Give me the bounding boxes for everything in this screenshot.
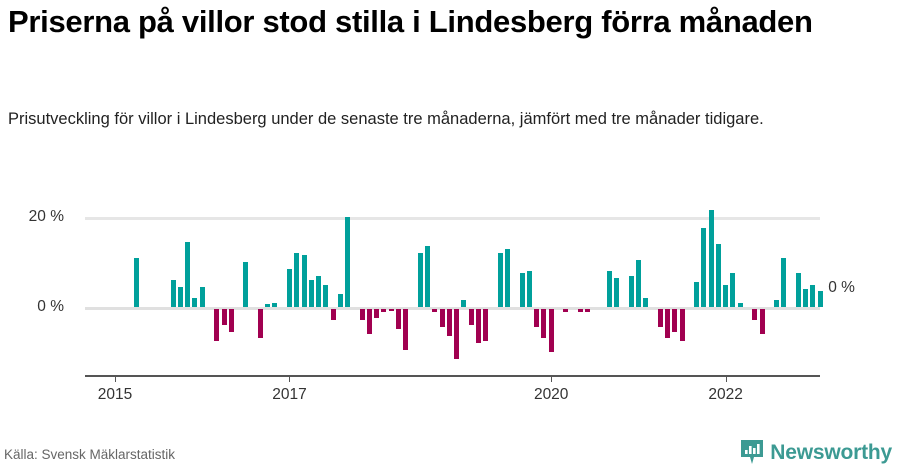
bar xyxy=(381,309,387,313)
x-axis-tick-label: 2017 xyxy=(272,386,307,403)
bar xyxy=(454,309,460,359)
bar xyxy=(192,298,198,307)
bar xyxy=(286,268,292,307)
y-axis-label-0: 0 % xyxy=(37,298,64,315)
bar xyxy=(606,271,612,307)
bar xyxy=(563,309,569,313)
logo-wordmark: Newsworthy xyxy=(770,441,892,464)
bar xyxy=(541,309,547,339)
bar xyxy=(643,298,649,307)
bar xyxy=(759,309,765,334)
bar xyxy=(316,275,322,307)
bar-chart: 20 % 0 % 0 % 2015 2017 2020 2022 xyxy=(0,190,900,403)
bar xyxy=(374,309,380,318)
bar xyxy=(614,277,620,307)
x-axis-tick xyxy=(551,375,553,382)
bar xyxy=(752,309,758,321)
bar xyxy=(585,309,591,313)
bar xyxy=(417,253,423,307)
bar xyxy=(817,291,823,307)
end-value-label: 0 % xyxy=(828,279,855,296)
bar xyxy=(359,309,365,321)
bar xyxy=(446,309,452,336)
bar xyxy=(730,273,736,307)
x-axis-tick-label: 2020 xyxy=(533,386,569,403)
bar xyxy=(657,309,663,327)
bar xyxy=(366,309,372,334)
bar xyxy=(170,280,176,307)
page-subtitle: Prisutveckling för villor i Lindesberg u… xyxy=(8,110,764,128)
bar xyxy=(461,300,467,307)
bar xyxy=(635,259,641,307)
bar xyxy=(134,257,140,307)
bar xyxy=(228,309,234,332)
bar xyxy=(396,309,402,330)
bar xyxy=(628,275,634,307)
bar xyxy=(701,228,707,307)
newsworthy-logo[interactable]: Newsworthy xyxy=(741,440,892,466)
bar xyxy=(221,309,227,325)
bar xyxy=(323,284,329,307)
bar xyxy=(723,284,729,307)
bar xyxy=(257,309,263,339)
x-axis-tick-label: 2015 xyxy=(97,386,133,403)
bar xyxy=(185,241,191,307)
x-axis-tick xyxy=(115,375,116,382)
x-axis-tick xyxy=(289,375,291,382)
bar xyxy=(534,309,540,327)
bar xyxy=(330,309,336,321)
gridline-zero xyxy=(85,307,820,310)
bar xyxy=(403,309,409,350)
bar xyxy=(679,309,685,341)
bar xyxy=(665,309,671,339)
source-note: Källa: Svensk Mäklarstatistik xyxy=(4,447,176,462)
x-axis-tick xyxy=(725,375,727,382)
bar xyxy=(795,273,801,307)
bar xyxy=(272,303,278,307)
x-axis-line xyxy=(85,375,820,377)
bar xyxy=(577,309,583,313)
bar-chart-badge-icon xyxy=(741,440,764,466)
bar xyxy=(177,286,183,307)
bar xyxy=(468,309,474,325)
bar xyxy=(548,309,554,352)
bar xyxy=(672,309,678,332)
bar xyxy=(781,257,787,307)
bar xyxy=(803,289,809,307)
bar xyxy=(476,309,481,343)
bar xyxy=(294,253,300,307)
bar xyxy=(265,304,271,307)
bar xyxy=(715,244,721,307)
bar xyxy=(388,309,394,311)
y-axis-label-20: 20 % xyxy=(28,208,64,225)
bar xyxy=(432,309,438,312)
bar xyxy=(497,253,503,307)
gridline-20 xyxy=(85,217,820,220)
bar xyxy=(694,282,700,307)
bar xyxy=(308,280,314,307)
page-title: Priserna på villor stod stilla i Lindesb… xyxy=(8,4,813,39)
bar xyxy=(243,262,249,307)
plot-area: 20 % 0 % 0 % 2015 2017 2020 2022 xyxy=(0,190,900,403)
bar xyxy=(737,302,743,307)
bar xyxy=(505,248,511,307)
bar xyxy=(301,255,307,307)
bar xyxy=(519,273,525,307)
bar xyxy=(214,309,220,341)
bar-series xyxy=(0,190,900,400)
bar xyxy=(425,246,431,307)
bar xyxy=(199,286,205,307)
bar xyxy=(774,300,780,307)
bar xyxy=(439,309,445,327)
x-axis-tick-label: 2022 xyxy=(708,386,743,403)
bar xyxy=(526,271,532,307)
bar xyxy=(483,309,489,341)
bar xyxy=(337,293,343,307)
bar xyxy=(810,284,816,307)
bar xyxy=(345,217,351,307)
bar xyxy=(708,210,714,307)
